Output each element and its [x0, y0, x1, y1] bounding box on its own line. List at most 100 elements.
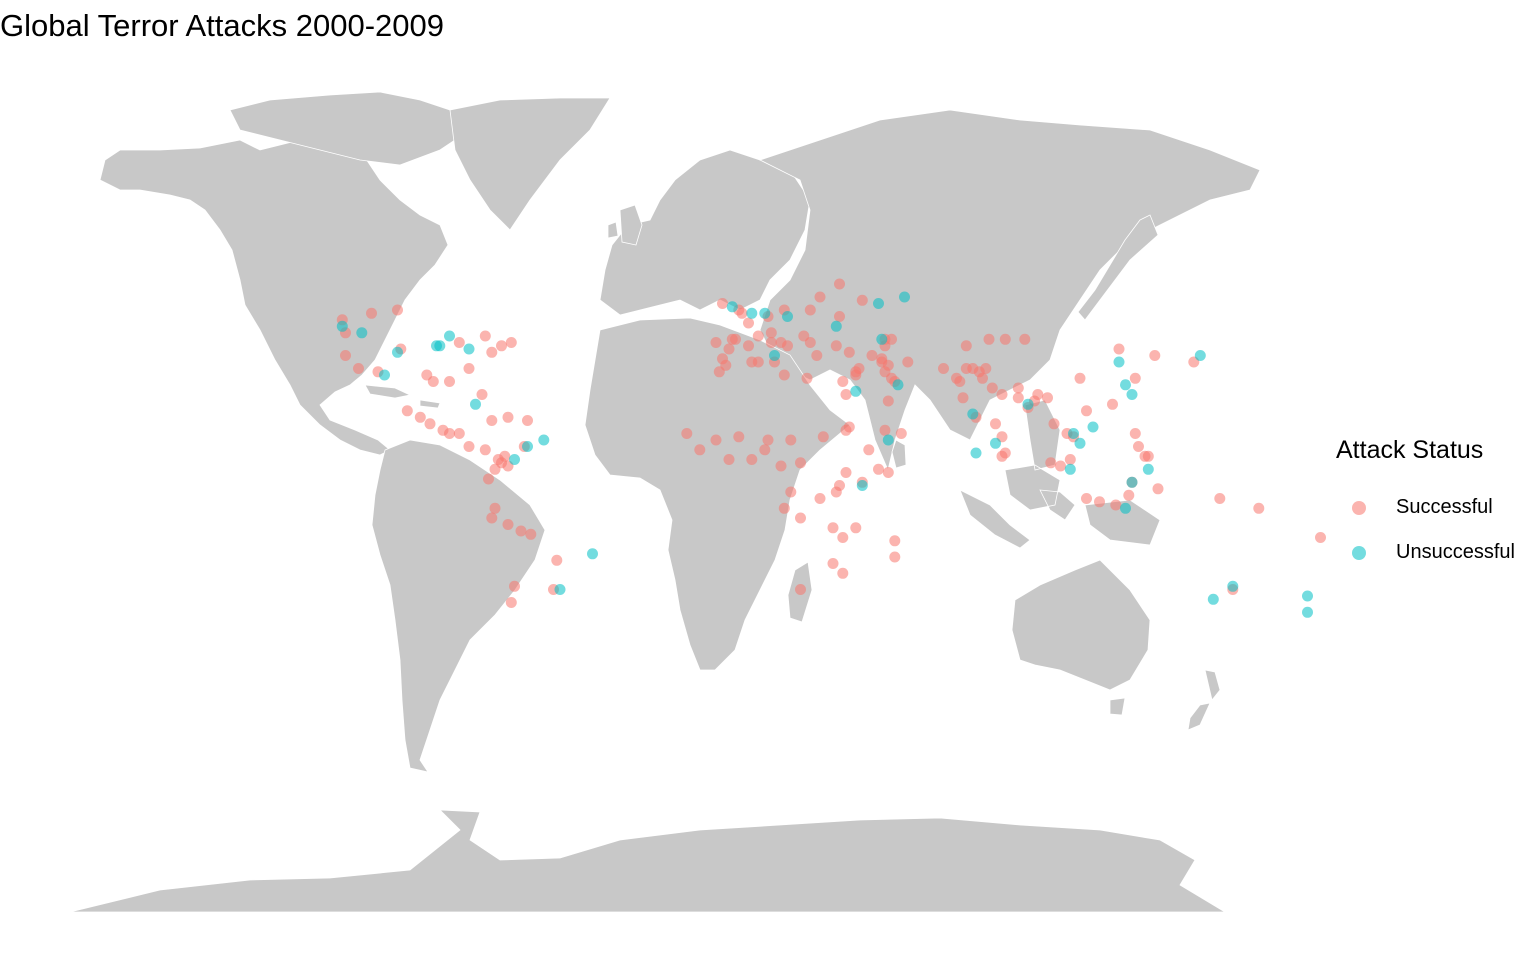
- attack-point-successful: [778, 502, 790, 514]
- attack-point-unsuccessful: [1022, 398, 1034, 410]
- attack-point-successful: [795, 584, 806, 595]
- attack-point-unsuccessful: [856, 480, 868, 491]
- attack-point-successful: [502, 519, 514, 530]
- attack-point-successful: [801, 372, 813, 384]
- europe-landmass: [599, 149, 811, 316]
- attack-point-unsuccessful: [769, 350, 780, 361]
- attack-point-successful: [837, 532, 849, 543]
- attack-point-successful: [811, 350, 823, 361]
- attack-point-successful: [1129, 428, 1141, 439]
- attack-point-successful: [785, 486, 797, 498]
- attack-point-successful: [479, 330, 491, 342]
- attack-point-successful: [850, 522, 862, 534]
- attack-point-successful: [830, 486, 842, 498]
- attack-point-successful: [785, 434, 797, 446]
- attack-point-successful: [463, 441, 475, 452]
- attack-point-unsuccessful: [873, 298, 884, 309]
- sri-lanka: [891, 439, 907, 469]
- attack-point-successful: [990, 418, 1001, 430]
- attack-point-successful: [1253, 502, 1265, 514]
- attack-point-successful: [694, 444, 706, 456]
- attack-point-successful: [762, 434, 774, 446]
- legend-item-successful: Successful: [1336, 485, 1536, 530]
- attack-point-unsuccessful: [587, 548, 598, 560]
- attack-point-successful: [827, 558, 839, 569]
- attack-point-successful: [1045, 457, 1057, 469]
- attack-point-successful: [817, 431, 829, 443]
- attack-point-successful: [804, 304, 816, 316]
- caribbean-islands: [364, 384, 441, 409]
- attack-point-successful: [853, 363, 865, 374]
- attack-point-unsuccessful: [463, 343, 475, 355]
- attack-point-unsuccessful: [444, 330, 455, 342]
- attack-point-successful: [840, 467, 852, 478]
- attack-point-successful: [1129, 372, 1141, 384]
- attack-point-unsuccessful: [726, 301, 738, 313]
- attack-point-successful: [840, 389, 852, 400]
- attack-point-unsuccessful: [1087, 421, 1099, 433]
- southeast-asia-islands: [959, 399, 1161, 549]
- attack-point-successful: [1107, 398, 1118, 410]
- attack-point-successful: [489, 502, 501, 514]
- attack-point-successful: [954, 376, 966, 387]
- attack-point-successful: [366, 307, 377, 319]
- greenland-landmass: [449, 97, 611, 231]
- land-layer: [69, 91, 1261, 913]
- attack-point-successful: [723, 454, 735, 465]
- attack-point-successful: [1012, 382, 1024, 394]
- attack-point-successful: [1123, 489, 1135, 501]
- attack-point-successful: [1214, 493, 1226, 504]
- attack-point-successful: [795, 457, 806, 469]
- attack-point-successful: [752, 330, 764, 342]
- attack-point-successful: [743, 317, 754, 329]
- attack-point-unsuccessful: [1068, 428, 1079, 439]
- attack-point-successful: [795, 512, 806, 524]
- attack-point-successful: [759, 444, 771, 456]
- attack-point-successful: [505, 597, 517, 608]
- attack-point-successful: [401, 405, 413, 417]
- attack-point-successful: [1012, 392, 1024, 404]
- attack-point-successful: [353, 363, 364, 374]
- attack-point-successful: [1152, 483, 1164, 495]
- attack-point-unsuccessful: [1302, 590, 1313, 602]
- attack-point-successful: [509, 580, 520, 592]
- attack-point-successful: [453, 337, 465, 348]
- attack-point-successful: [886, 333, 897, 345]
- attack-point-successful: [977, 372, 988, 384]
- attack-point-unsuccessful: [356, 327, 368, 339]
- attack-point-successful: [882, 395, 894, 407]
- attack-point-successful: [1081, 405, 1092, 417]
- attack-point-successful: [895, 428, 907, 439]
- attack-point-successful: [814, 493, 826, 504]
- attack-point-unsuccessful: [538, 434, 550, 446]
- chart-title: Global Terror Attacks 2000-2009: [0, 8, 445, 43]
- attack-point-successful: [1315, 532, 1326, 543]
- attack-point-successful: [340, 350, 351, 361]
- attack-point-successful: [743, 340, 754, 352]
- attack-point-successful: [837, 567, 849, 579]
- attack-point-successful: [837, 376, 849, 387]
- attack-point-unsuccessful: [759, 307, 771, 319]
- attack-point-unsuccessful: [1064, 463, 1076, 475]
- attack-point-successful: [866, 350, 878, 361]
- attack-point-successful: [1142, 450, 1154, 462]
- attack-point-successful: [746, 454, 758, 465]
- attack-point-successful: [999, 447, 1011, 459]
- attack-point-unsuccessful: [1207, 593, 1219, 605]
- attack-point-successful: [515, 525, 527, 537]
- attack-point-successful: [778, 369, 790, 381]
- attack-point-successful: [1074, 372, 1086, 384]
- attack-point-successful: [1133, 441, 1144, 452]
- attack-point-unsuccessful: [782, 311, 793, 322]
- attack-point-successful: [996, 389, 1008, 400]
- attack-point-successful: [882, 467, 894, 478]
- attack-point-successful: [882, 359, 894, 371]
- attack-point-successful: [522, 415, 533, 426]
- attack-point-unsuccessful: [850, 385, 862, 397]
- attack-point-successful: [463, 363, 475, 374]
- attack-point-successful: [486, 512, 498, 524]
- attack-point-unsuccessful: [967, 408, 979, 420]
- attack-point-successful: [863, 444, 875, 456]
- attack-point-successful: [775, 460, 787, 472]
- attack-point-successful: [834, 311, 845, 322]
